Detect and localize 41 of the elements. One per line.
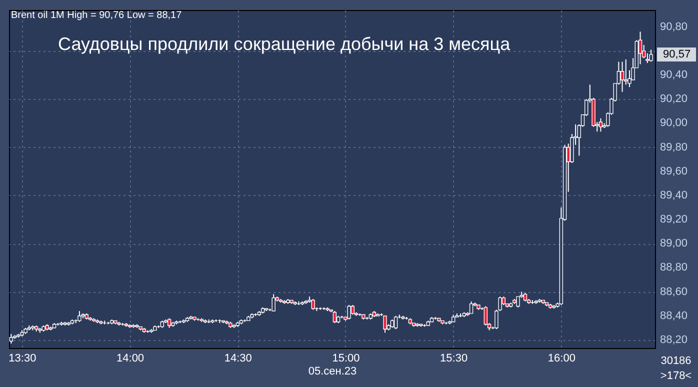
candlestick xyxy=(311,298,315,310)
candlestick xyxy=(638,31,642,65)
x-tick-label: 14:30 xyxy=(224,352,252,364)
x-tick-label: 15:30 xyxy=(440,352,468,364)
y-tick-label: 89,00 xyxy=(660,238,688,250)
x-tick-label: 14:00 xyxy=(116,352,144,364)
x-tick-label: 15:00 xyxy=(332,352,360,364)
y-tick-label: 89,40 xyxy=(660,189,688,202)
candlestick xyxy=(649,49,653,62)
x-axis-title: 05.сен.23 xyxy=(308,366,357,378)
candlestick xyxy=(350,304,355,316)
candlestick xyxy=(347,304,351,320)
y-tick-label: 90,00 xyxy=(660,117,688,130)
text: 30186 xyxy=(660,355,692,367)
annotation: 90,57 xyxy=(663,48,691,61)
candlestick xyxy=(469,300,474,314)
y-tick-label: 88,80 xyxy=(660,262,688,274)
y-tick-label: 88,40 xyxy=(660,310,688,322)
candlestick xyxy=(620,61,624,92)
candlestick xyxy=(394,315,398,330)
candlestick xyxy=(332,310,337,324)
text: >178< xyxy=(660,370,692,382)
y-tick-label: 90,40 xyxy=(660,69,688,82)
y-tick-label: 90,80 xyxy=(660,20,688,33)
candlestick xyxy=(646,52,650,64)
x-tick-label: 13:30 xyxy=(8,352,36,364)
candlestick xyxy=(516,296,520,308)
y-tick-label: 89,20 xyxy=(660,214,688,226)
y-tick-label: 89,60 xyxy=(660,165,688,178)
y-tick-label: 90,20 xyxy=(660,93,688,106)
candlestick xyxy=(78,310,82,322)
candlestick xyxy=(272,294,276,312)
y-tick-label: 88,20 xyxy=(660,334,688,346)
candlestick xyxy=(598,118,603,132)
x-tick-label: 16:00 xyxy=(548,352,576,364)
text: Саудовцы продлили сокращение добычи на 3 месяца xyxy=(58,34,512,54)
candlestick xyxy=(167,318,172,328)
y-tick-label: 88,60 xyxy=(660,286,688,298)
y-tick-label: 89,80 xyxy=(660,141,688,154)
candlestick xyxy=(383,315,387,334)
chart-subtitle: Brent oil 1M High = 90,76 Low = 88,17 xyxy=(11,10,182,21)
